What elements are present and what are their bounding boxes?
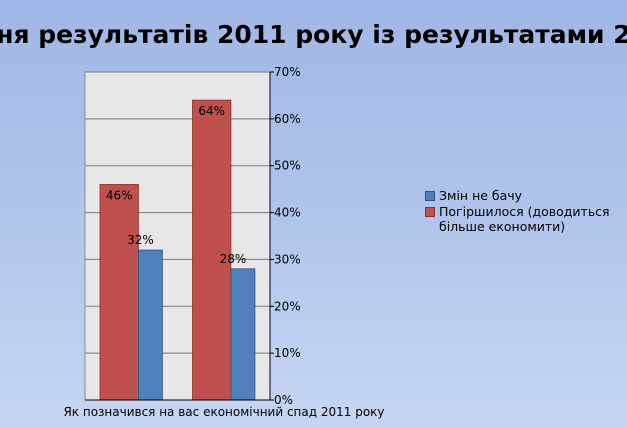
legend-swatch-red [425,207,435,217]
data-labels: 46% 32% 64% 28% [106,104,246,266]
y-tick-label: 50% [274,159,301,173]
y-tick-label: 40% [274,206,301,220]
data-label-no-change: 28% [220,252,247,266]
legend: Змін не бачу Погіршилося (доводиться біл… [425,188,627,235]
legend-item-worsened: Погіршилося (доводиться більше економити… [425,204,627,234]
y-tick-label: 20% [274,299,301,313]
y-tick-label: 30% [274,252,301,266]
y-tick-labels: 0% 10% 20% 30% 40% 50% 60% 70% [274,65,301,407]
legend-item-no-change: Змін не бачу [425,188,627,203]
y-tick-label: 0% [274,393,293,407]
legend-label: Змін не бачу [439,188,523,203]
data-label-worsened: 64% [198,104,225,118]
axes [85,71,274,401]
bar-worsened [99,184,139,401]
x-axis-label: Як позначився на вас економічний спад 20… [63,405,384,419]
y-tick-label: 10% [274,346,301,360]
data-label-worsened: 46% [106,188,133,202]
bar-worsened [192,99,232,401]
chart-title: ння результатів 2011 року із результатам… [0,20,627,49]
legend-label: Погіршилося (доводиться більше економити… [439,204,610,234]
y-tick-label: 60% [274,112,301,126]
bar-no-change [137,249,163,401]
bars [99,99,256,401]
bar-no-change [230,268,256,401]
data-label-no-change: 32% [127,233,154,247]
legend-swatch-blue [425,191,435,201]
y-tick-label: 70% [274,65,301,79]
